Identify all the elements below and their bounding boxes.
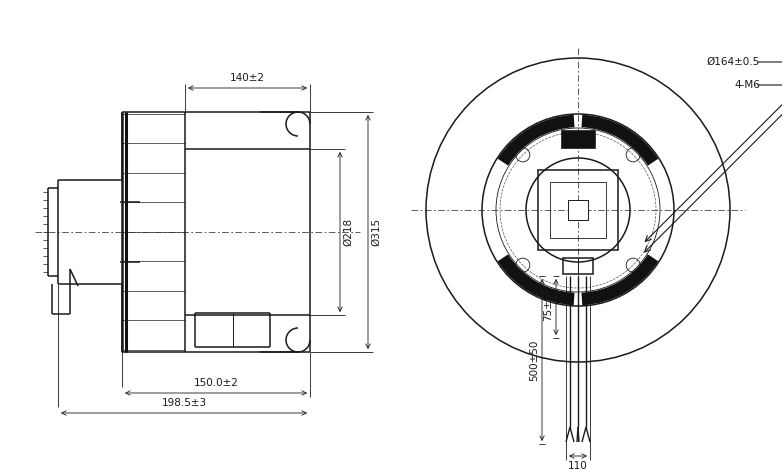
Bar: [561, 130, 595, 148]
Bar: [538, 170, 618, 250]
Text: Ø315: Ø315: [371, 218, 381, 246]
Text: 4-M6: 4-M6: [734, 80, 760, 90]
Bar: [563, 258, 593, 274]
Bar: [568, 200, 588, 220]
Bar: [550, 182, 606, 238]
Text: 140±2: 140±2: [230, 73, 265, 83]
Text: 110: 110: [569, 461, 588, 469]
Text: 500±50: 500±50: [529, 339, 539, 381]
Text: Ø164±0.5: Ø164±0.5: [707, 57, 760, 67]
Text: 150.0±2: 150.0±2: [194, 378, 239, 388]
Text: 198.5±3: 198.5±3: [161, 398, 206, 408]
Text: 75±5: 75±5: [543, 293, 553, 321]
Text: Ø218: Ø218: [343, 218, 353, 246]
